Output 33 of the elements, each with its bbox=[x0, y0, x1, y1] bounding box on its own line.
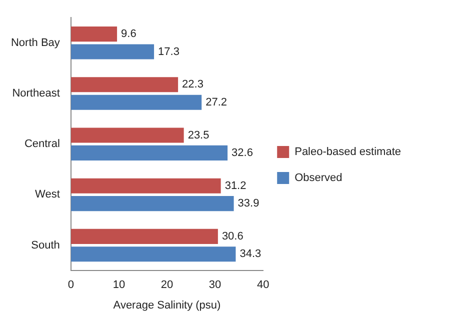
x-tick-label: 0 bbox=[68, 279, 74, 292]
y-tick-label: North Bay bbox=[10, 36, 60, 49]
bar bbox=[70, 246, 236, 262]
legend-label: Observed bbox=[294, 172, 342, 184]
bar bbox=[70, 228, 218, 244]
bar bbox=[70, 77, 178, 92]
data-label: 9.6 bbox=[121, 28, 136, 40]
x-tick-label: 10 bbox=[112, 279, 126, 292]
x-axis-title: Average Salinity (psu) bbox=[113, 299, 221, 312]
bar bbox=[70, 178, 221, 194]
bar bbox=[70, 196, 234, 212]
bar bbox=[70, 145, 228, 160]
bar bbox=[70, 128, 184, 143]
data-label: 33.9 bbox=[238, 198, 260, 210]
data-label: 23.5 bbox=[188, 129, 210, 142]
x-tick-label: 20 bbox=[160, 279, 174, 292]
y-tick-label: West bbox=[35, 188, 60, 201]
data-label: 17.3 bbox=[158, 46, 180, 58]
data-label: 30.6 bbox=[222, 230, 244, 242]
legend-label: Paleo-based estimate bbox=[294, 146, 402, 158]
data-label: 31.2 bbox=[224, 180, 246, 192]
bar bbox=[70, 26, 118, 42]
data-label: 32.6 bbox=[232, 146, 253, 159]
x-tick-label: 40 bbox=[256, 279, 270, 292]
data-label: 27.2 bbox=[206, 96, 228, 108]
data-label: 34.3 bbox=[240, 248, 262, 260]
x-tick-label: 30 bbox=[208, 279, 222, 292]
y-tick-label: Central bbox=[24, 138, 60, 150]
bar bbox=[70, 44, 154, 60]
bar bbox=[70, 94, 202, 110]
y-tick-label: South bbox=[31, 239, 60, 252]
y-tick-label: Northeast bbox=[12, 88, 60, 100]
data-label: 22.3 bbox=[182, 78, 204, 91]
